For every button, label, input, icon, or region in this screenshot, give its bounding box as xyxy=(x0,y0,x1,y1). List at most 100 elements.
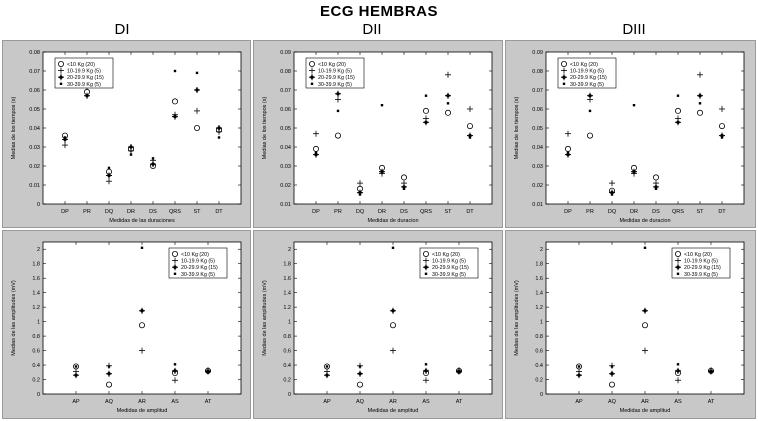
y-tick-label: 0.06 xyxy=(532,107,543,113)
point-plus-dp xyxy=(313,130,319,137)
chart-panel-diii-amplitudes: 0 0.2 0.4 0.6 0.8 1 1.2 1.4 1.6 1.8 2 AP AQ AR AS AT Med… xyxy=(505,230,756,419)
x-tick-label-ar: AR xyxy=(389,399,397,405)
point-circle-qrs xyxy=(674,107,681,114)
x-tick-label-ap: AP xyxy=(72,399,80,405)
legend-label: <10 Kg (20) xyxy=(67,62,95,68)
y-tick-label: 1.6 xyxy=(283,276,291,282)
y-tick-label: 0.4 xyxy=(283,363,291,369)
x-tick-label-ar: AR xyxy=(138,399,146,405)
x-tick-label-dr: DR xyxy=(630,209,638,215)
y-tick-label: 1 xyxy=(288,320,291,326)
x-tick-label-dr: DR xyxy=(378,209,386,215)
point-star-pr xyxy=(84,92,90,99)
legend-marker-star xyxy=(561,74,567,81)
point-plus-ar xyxy=(139,347,145,354)
y-tick-label: 1.2 xyxy=(535,305,543,311)
y-tick-label: 0.06 xyxy=(29,88,40,94)
legend: <10 Kg (20)10-19.9 Kg (5)20-29.9 Kg (15)… xyxy=(671,247,731,279)
point-point-st xyxy=(446,102,450,105)
legend-marker-point xyxy=(562,82,566,85)
legend-label: 30-39.9 Kg (5) xyxy=(684,272,718,278)
y-tick-label: 0.2 xyxy=(535,378,543,384)
y-tick-label: 0.6 xyxy=(32,349,40,355)
point-star-qrs xyxy=(675,119,681,126)
point-point-ap xyxy=(74,365,78,368)
point-point-as xyxy=(676,363,680,366)
column-title-dii: DII xyxy=(362,21,382,38)
y-tick-label: 1 xyxy=(37,320,40,326)
y-tick-label: 0.08 xyxy=(29,50,40,56)
point-point-ds xyxy=(402,187,406,190)
x-tick-label-dp: DP xyxy=(564,209,572,215)
y-tick-label: 1.4 xyxy=(535,291,543,297)
point-star-ds xyxy=(150,161,156,168)
legend-label: 30-39.9 Kg (5) xyxy=(67,82,101,88)
point-point-dq xyxy=(107,166,111,170)
x-tick-label-pr: PR xyxy=(334,209,342,215)
legend-label: 20-29.9 Kg (15) xyxy=(432,265,469,271)
point-point-ar xyxy=(140,246,144,249)
y-axis-label: Medias de las amplitudes (mV) xyxy=(11,280,17,356)
y-tick-label: 0.03 xyxy=(280,164,291,170)
column-title-diii: DIII xyxy=(622,21,646,38)
y-tick-label: 0.08 xyxy=(280,69,291,75)
y-tick-label: 0.09 xyxy=(280,50,291,56)
point-star-dt xyxy=(216,125,222,131)
point-circle-dt xyxy=(718,123,725,130)
legend: <10 Kg (20)10-19.9 Kg (5)20-29.9 Kg (15)… xyxy=(305,57,365,89)
x-tick-label-ap: AP xyxy=(323,399,331,405)
chart-panel-di-durations: 0 0.01 0.02 0.03 0.04 0.05 0.06 0.07 0.08 DP PR DQ D… xyxy=(2,40,251,228)
y-tick-label: 0.09 xyxy=(532,50,543,56)
point-plus-dt xyxy=(719,106,725,112)
y-tick-label: 1.2 xyxy=(283,305,291,311)
legend: <10 Kg (20)10-19.9 Kg (5)20-29.9 Kg (15)… xyxy=(419,247,479,279)
y-tick-label: 0.03 xyxy=(29,145,40,151)
point-plus-as xyxy=(423,377,429,384)
point-plus-pr xyxy=(335,96,341,103)
legend-label: 10-19.9 Kg (5) xyxy=(318,69,352,75)
point-point-qrs xyxy=(676,94,680,97)
legend-marker-point xyxy=(424,272,428,275)
point-plus-dq xyxy=(357,180,363,187)
x-tick-label-at: AT xyxy=(456,399,463,405)
point-point-at xyxy=(206,371,210,374)
point-star-pr xyxy=(335,90,341,97)
y-tick-label: 0.02 xyxy=(532,183,543,189)
y-tick-label: 0.02 xyxy=(29,164,40,170)
x-tick-label-dp: DP xyxy=(61,209,69,215)
y-tick-label: 0.8 xyxy=(32,334,40,340)
legend-marker-circle xyxy=(58,60,65,67)
x-tick-label-aq: AQ xyxy=(356,399,365,405)
y-tick-label: 0.07 xyxy=(280,88,291,94)
legend-label: <10 Kg (20) xyxy=(432,252,460,258)
point-star-st xyxy=(194,87,200,93)
x-tick-label-dr: DR xyxy=(127,209,135,215)
point-point-as xyxy=(424,363,428,366)
y-axis-label: Medias de los tiempos (s) xyxy=(262,97,268,160)
x-tick-label-qrs: QRS xyxy=(672,209,684,215)
y-tick-label: 0.8 xyxy=(535,334,543,340)
point-plus-as xyxy=(172,377,178,384)
y-tick-label: 1.6 xyxy=(32,276,40,282)
column-title-di: DI xyxy=(114,21,130,38)
point-plus-ar xyxy=(390,347,396,354)
x-tick-label-dp: DP xyxy=(312,209,320,215)
x-tick-label-as: AS xyxy=(674,399,682,405)
x-tick-label-dt: DT xyxy=(718,209,726,215)
point-circle-st xyxy=(444,109,451,116)
y-tick-label: 1.2 xyxy=(32,305,40,311)
legend-box xyxy=(671,247,731,279)
y-tick-label: 0.8 xyxy=(283,334,291,340)
scatter-chart-dii-durations: 0.01 0.02 0.03 0.04 0.05 0.06 0.07 0.08 0.09 DP PR… xyxy=(262,50,493,224)
legend-marker-plus xyxy=(675,257,681,264)
legend-marker-plus xyxy=(309,67,315,74)
point-point-pr xyxy=(336,109,340,113)
y-tick-label: 0.03 xyxy=(532,164,543,170)
point-plus-dq xyxy=(106,178,112,185)
y-tick-label: 0 xyxy=(37,392,40,398)
y-tick-label: 0.05 xyxy=(532,126,543,132)
x-tick-label-aq: AQ xyxy=(608,399,617,405)
point-point-dt xyxy=(720,136,724,139)
y-tick-label: 0 xyxy=(540,392,543,398)
point-circle-aq xyxy=(357,381,364,388)
